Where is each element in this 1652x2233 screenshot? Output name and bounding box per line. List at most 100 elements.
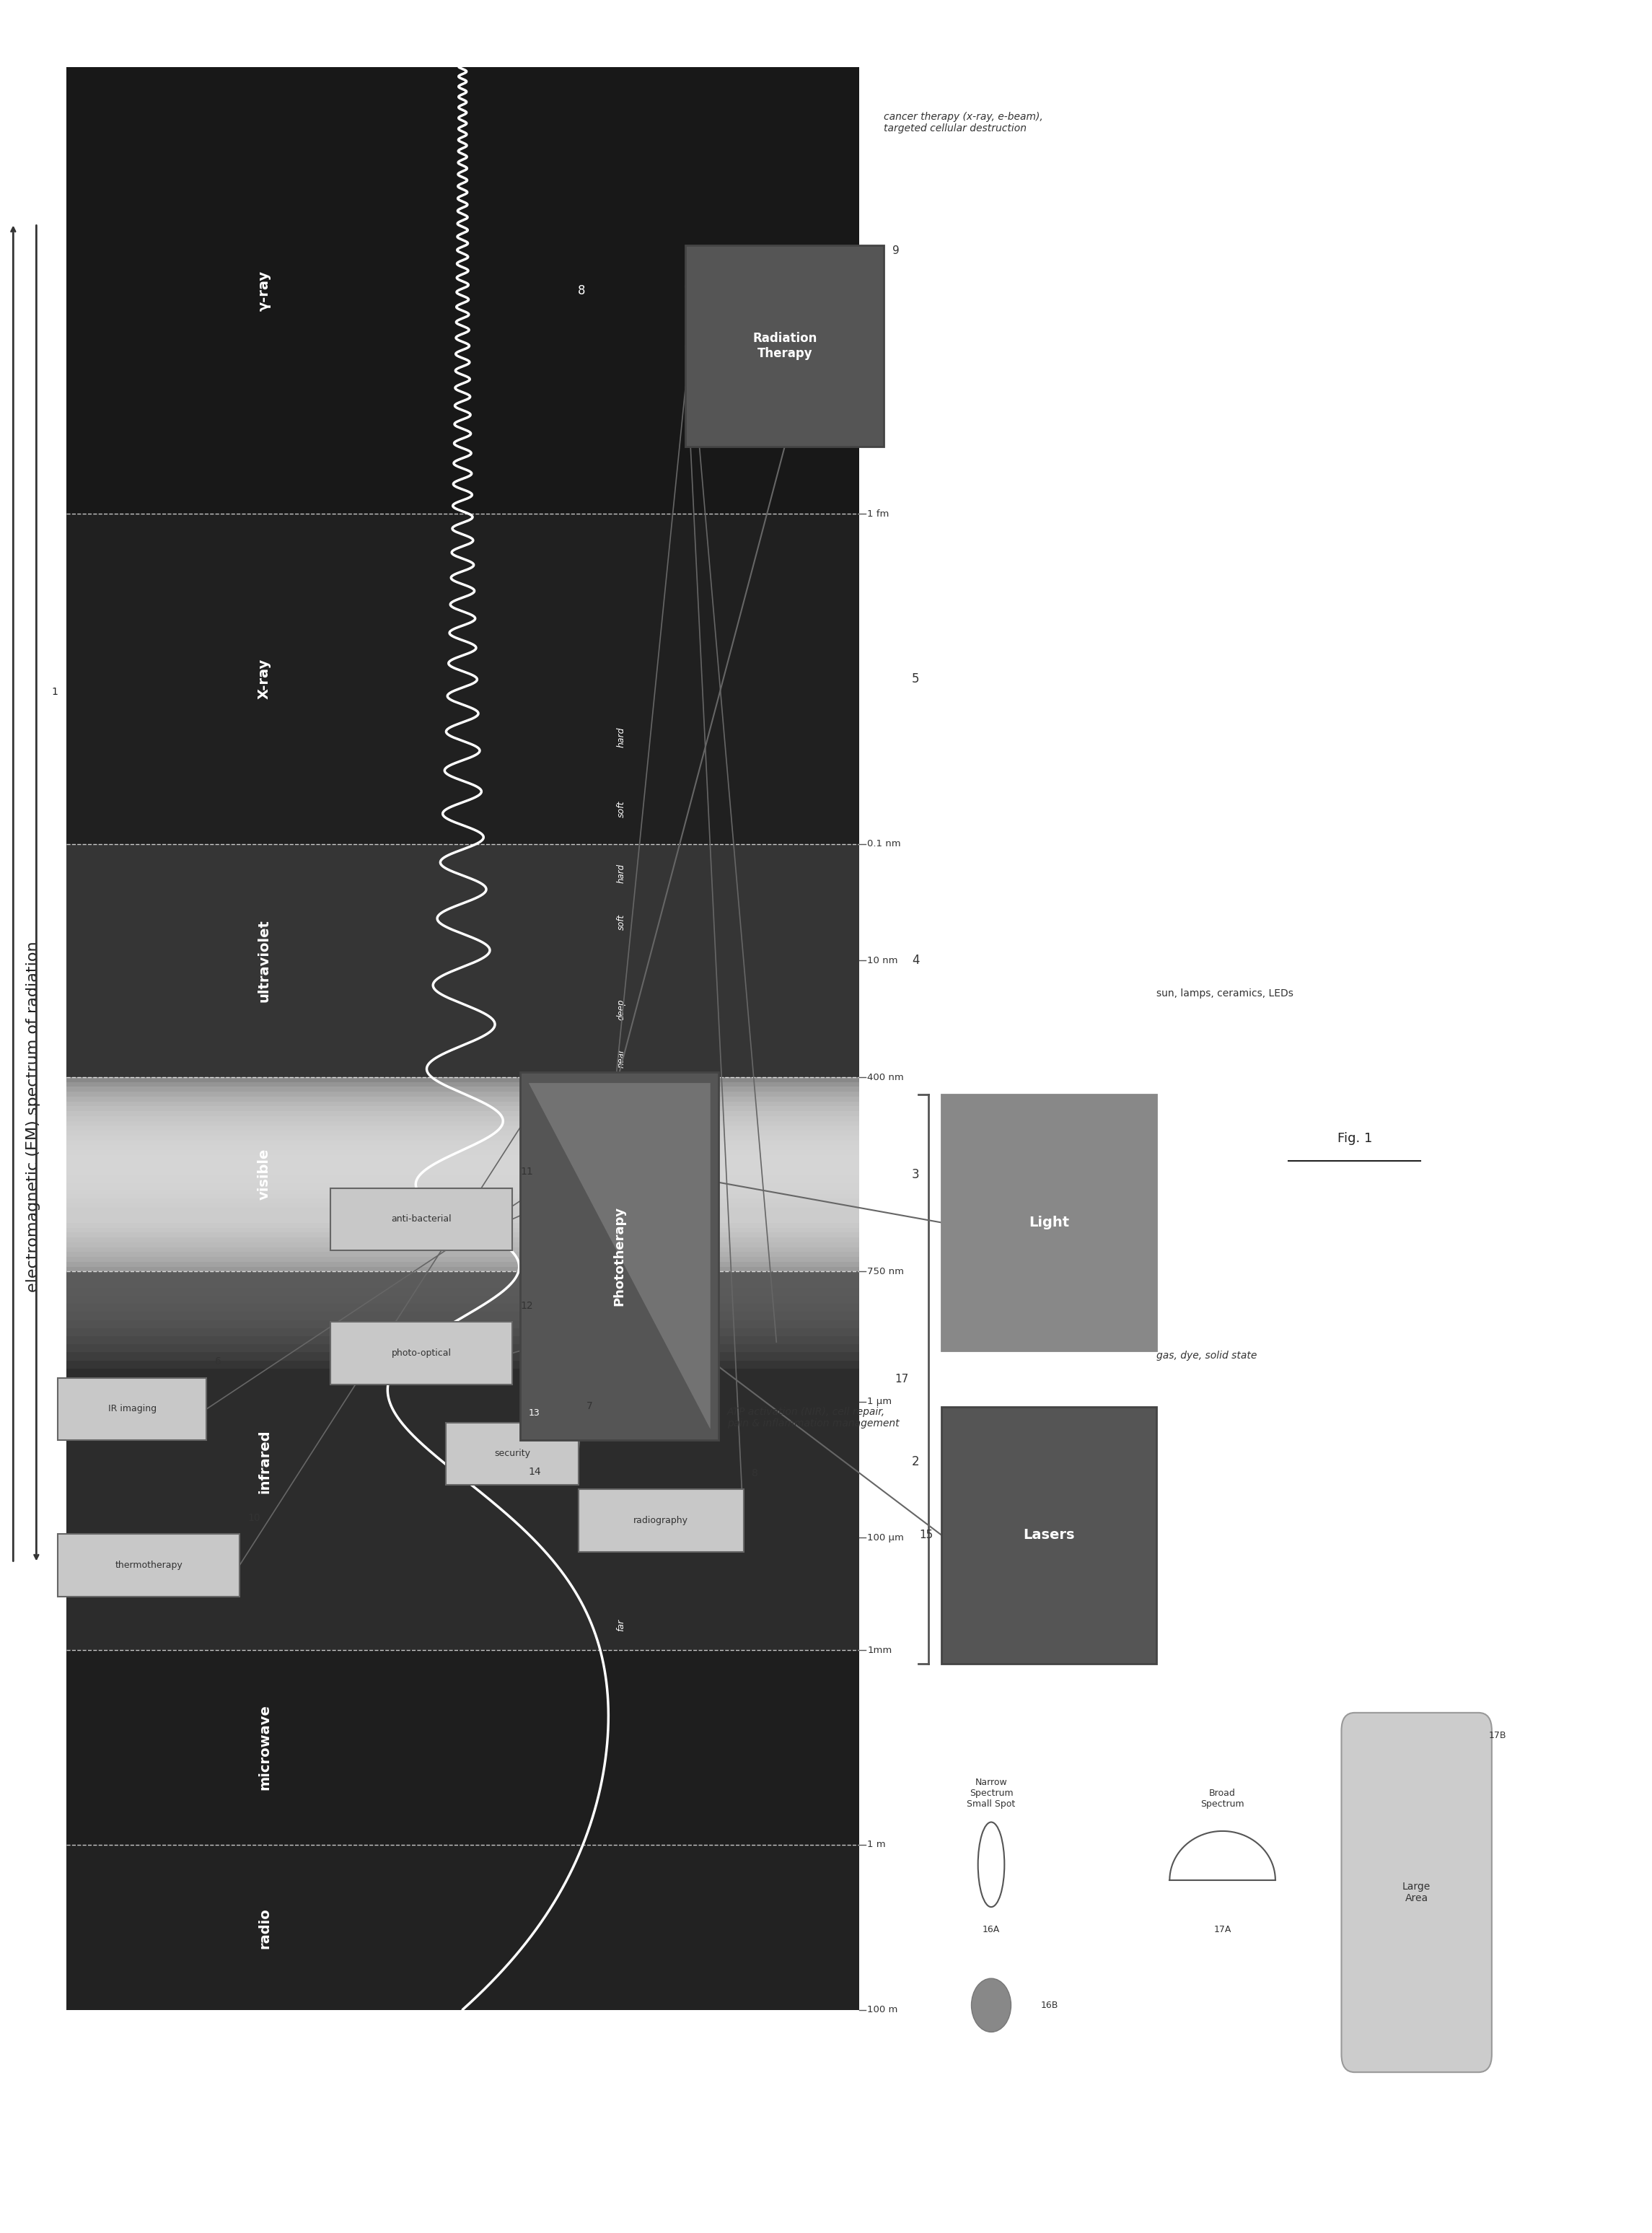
Text: 7: 7 [586, 1400, 593, 1411]
Text: 1 m: 1 m [867, 1840, 885, 1849]
Bar [66, 1092, 859, 1257]
Text: hard: hard [616, 864, 626, 882]
Bar [66, 1150, 859, 1199]
Text: 1 fm: 1 fm [867, 509, 889, 518]
Text: 4: 4 [912, 953, 920, 967]
FancyBboxPatch shape [330, 1322, 512, 1384]
Text: 3: 3 [912, 1168, 920, 1181]
Text: 400 nm: 400 nm [867, 1072, 904, 1083]
Text: Narrow
Spectrum
Small Spot: Narrow Spectrum Small Spot [966, 1777, 1016, 1809]
Text: Lasers: Lasers [1023, 1527, 1075, 1543]
Text: radio: radio [258, 1907, 271, 1949]
Bar [66, 514, 859, 844]
Text: microwave: microwave [258, 1704, 271, 1791]
Bar [66, 1183, 859, 1360]
Bar [66, 1159, 859, 1188]
Text: anti-bacterial: anti-bacterial [392, 1215, 451, 1224]
Text: Phototherapy: Phototherapy [613, 1206, 626, 1306]
Text: hard: hard [616, 728, 626, 748]
Bar [66, 1175, 859, 1369]
Bar [66, 1248, 859, 1295]
Bar [66, 1224, 859, 1320]
FancyBboxPatch shape [942, 1094, 1156, 1351]
Text: Radiation
Therapy: Radiation Therapy [752, 333, 818, 360]
Text: near: near [616, 1047, 626, 1067]
Text: gas, dye, solid state: gas, dye, solid state [1156, 1351, 1257, 1360]
FancyBboxPatch shape [520, 1072, 719, 1440]
Text: Large
Area: Large Area [1403, 1882, 1431, 1903]
Text: 0.1 nm: 0.1 nm [867, 840, 900, 849]
Bar [66, 1105, 859, 1242]
Text: 13: 13 [529, 1409, 540, 1418]
Text: 1: 1 [51, 688, 58, 697]
Text: ATP activation (NIR), cell repair,
pain & inflammation management: ATP activation (NIR), cell repair, pain … [727, 1407, 899, 1429]
Text: sun, lamps, ceramics, LEDs: sun, lamps, ceramics, LEDs [1156, 989, 1294, 998]
Bar [66, 1844, 859, 2010]
Bar [66, 1076, 859, 1271]
Bar [66, 1154, 859, 1195]
Text: X-ray: X-ray [258, 659, 271, 699]
Circle shape [971, 1978, 1011, 2032]
Text: 17: 17 [895, 1373, 909, 1384]
Text: radiography: radiography [633, 1516, 689, 1525]
Text: 14: 14 [529, 1467, 542, 1478]
Bar [66, 1190, 859, 1353]
Text: 10 nm: 10 nm [867, 956, 899, 965]
Ellipse shape [978, 1822, 1004, 1907]
Bar [66, 1116, 859, 1233]
Bar [66, 1130, 859, 1217]
Bar [66, 1215, 859, 1329]
Bar [66, 1141, 859, 1208]
Bar [66, 1271, 859, 1650]
Text: soft: soft [616, 802, 626, 817]
FancyBboxPatch shape [58, 1378, 206, 1440]
Bar [66, 1121, 859, 1228]
Text: Light: Light [1029, 1215, 1069, 1230]
Text: 11: 11 [520, 1166, 534, 1177]
Text: 750 nm: 750 nm [867, 1266, 904, 1277]
Text: 12: 12 [520, 1300, 534, 1311]
Text: soft: soft [616, 913, 626, 929]
Text: 16B: 16B [1041, 2001, 1059, 2010]
Bar [66, 67, 859, 514]
Text: Fig. 1: Fig. 1 [1336, 1132, 1373, 1146]
Bar [66, 1134, 859, 1213]
Text: electromagnetic (EM) spectrum of radiation: electromagnetic (EM) spectrum of radiati… [26, 940, 40, 1293]
Text: γ-ray: γ-ray [258, 270, 271, 310]
Text: infrared: infrared [258, 1429, 271, 1494]
Bar [66, 1087, 859, 1262]
Bar [66, 1264, 859, 1280]
Bar [66, 1101, 859, 1248]
Text: photo-optical: photo-optical [392, 1349, 451, 1358]
Bar [66, 1230, 859, 1313]
Bar [66, 1170, 859, 1179]
FancyBboxPatch shape [446, 1422, 578, 1485]
Text: thermotherapy: thermotherapy [116, 1561, 182, 1570]
Text: ultraviolet: ultraviolet [258, 920, 271, 1003]
Bar [66, 1146, 859, 1204]
FancyBboxPatch shape [1341, 1713, 1492, 2072]
Bar [66, 1112, 859, 1237]
Text: security: security [494, 1449, 530, 1458]
FancyBboxPatch shape [942, 1407, 1156, 1664]
Polygon shape [529, 1083, 710, 1429]
Text: 2: 2 [912, 1456, 920, 1469]
Bar [66, 1650, 859, 1844]
Text: 100 m: 100 m [867, 2005, 899, 2014]
Text: 1 μm: 1 μm [867, 1398, 892, 1407]
Bar [66, 1206, 859, 1335]
Text: cancer therapy (x-ray, e-beam),
targeted cellular destruction: cancer therapy (x-ray, e-beam), targeted… [884, 112, 1042, 134]
Text: 8: 8 [578, 284, 585, 297]
Bar [66, 1083, 859, 1266]
Text: Broad
Spectrum: Broad Spectrum [1201, 1789, 1244, 1809]
Bar [66, 67, 859, 2010]
Text: near: near [616, 1349, 626, 1369]
Text: long: long [616, 1494, 626, 1514]
Text: 9: 9 [892, 246, 899, 257]
Text: 5: 5 [912, 672, 920, 686]
Text: 15: 15 [920, 1530, 933, 1541]
Text: 1mm: 1mm [867, 1646, 892, 1655]
FancyBboxPatch shape [686, 246, 884, 447]
Bar [66, 1166, 859, 1183]
FancyBboxPatch shape [578, 1489, 743, 1552]
